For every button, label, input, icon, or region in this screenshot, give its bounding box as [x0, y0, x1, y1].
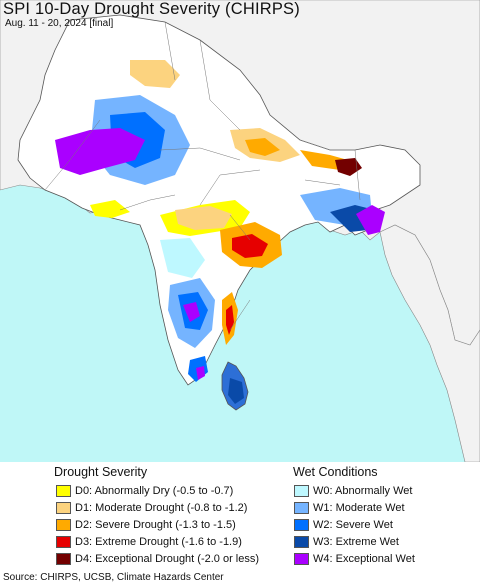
legend-item-w2: W2: Severe Wet: [294, 517, 393, 533]
legend-item-d1: D1: Moderate Drought (-0.8 to -1.2): [56, 500, 247, 516]
legend-label-w0: W0: Abnormally Wet: [313, 485, 413, 497]
swatch-d3: [56, 536, 71, 548]
legend-label-d3: D3: Extreme Drought (-1.6 to -1.9): [75, 536, 242, 548]
legend-item-w4: W4: Exceptional Wet: [294, 551, 415, 567]
land-east: [379, 224, 480, 462]
legend-label-w3: W3: Extreme Wet: [313, 536, 399, 548]
wet-legend-heading: Wet Conditions: [293, 465, 378, 479]
drought-legend-heading: Drought Severity: [54, 465, 148, 479]
legend-label-w2: W2: Severe Wet: [313, 519, 393, 531]
swatch-w2: [294, 519, 309, 531]
map-panel: SPI 10-Day Drought Severity (CHIRPS) Aug…: [0, 0, 480, 462]
patch-d1-himalaya: [130, 60, 180, 88]
legend-item-w1: W1: Moderate Wet: [294, 500, 405, 516]
swatch-w3: [294, 536, 309, 548]
drought-map: [0, 0, 480, 462]
patch-d0-west: [90, 200, 130, 218]
swatch-w4: [294, 553, 309, 565]
map-subtitle: Aug. 11 - 20, 2024 [final]: [5, 18, 114, 29]
legend-item-w0: W0: Abnormally Wet: [294, 483, 412, 499]
patch-d2-north: [245, 138, 280, 156]
swatch-d1: [56, 502, 71, 514]
patch-w4-pakistan: [55, 128, 145, 175]
legend-item-d0: D0: Abnormally Dry (-0.5 to -0.7): [56, 483, 233, 499]
patch-w4-tip: [196, 366, 205, 380]
patch-w0-deccan: [160, 238, 205, 278]
patch-d1-central: [175, 206, 232, 230]
legend-label-d1: D1: Moderate Drought (-0.8 to -1.2): [75, 502, 248, 514]
legend-label-d4: D4: Exceptional Drought (-2.0 or less): [75, 553, 260, 565]
swatch-d4: [56, 553, 71, 565]
swatch-d2: [56, 519, 71, 531]
patch-w3-srilanka: [228, 378, 244, 404]
swatch-w0: [294, 485, 309, 497]
patch-d4-nepal: [335, 158, 362, 176]
map-title: SPI 10-Day Drought Severity (CHIRPS): [3, 0, 300, 18]
legend-label-d0: D0: Abnormally Dry (-0.5 to -0.7): [75, 485, 234, 497]
source-credit: Source: CHIRPS, UCSB, Climate Hazards Ce…: [3, 572, 224, 583]
swatch-w1: [294, 502, 309, 514]
legend-label-w4: W4: Exceptional Wet: [313, 553, 415, 565]
patch-d3-east-coast: [226, 305, 234, 335]
border-lines: [44, 21, 361, 331]
swatch-d0: [56, 485, 71, 497]
patch-w4-bangladesh: [356, 205, 385, 235]
legend-item-d3: D3: Extreme Drought (-1.6 to -1.9): [56, 534, 242, 550]
legend-label-w1: W1: Moderate Wet: [313, 502, 405, 514]
legend-item-d2: D2: Severe Drought (-1.3 to -1.5): [56, 517, 236, 533]
patch-w4-south: [183, 302, 200, 322]
legend-label-d2: D2: Severe Drought (-1.3 to -1.5): [75, 519, 236, 531]
legend-panel: Drought Severity Wet Conditions D0: Abno…: [0, 462, 480, 570]
legend-item-d4: D4: Exceptional Drought (-2.0 or less): [56, 551, 259, 567]
patch-d3-deccan: [232, 234, 268, 258]
legend-item-w3: W3: Extreme Wet: [294, 534, 399, 550]
